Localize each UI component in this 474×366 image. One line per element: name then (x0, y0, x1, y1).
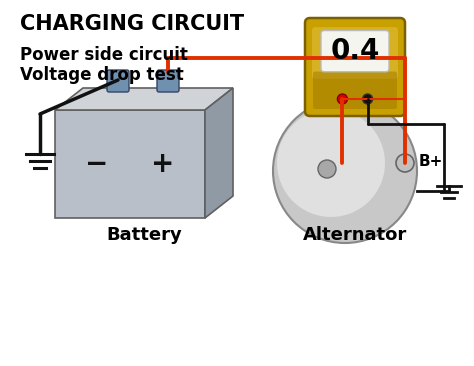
Text: 0.4: 0.4 (330, 37, 380, 65)
FancyBboxPatch shape (107, 70, 129, 92)
Text: Power side circuit: Power side circuit (20, 46, 188, 64)
FancyBboxPatch shape (157, 70, 179, 92)
Circle shape (318, 160, 336, 178)
Circle shape (277, 109, 385, 217)
Polygon shape (55, 110, 205, 218)
Polygon shape (205, 88, 233, 218)
Circle shape (363, 94, 373, 104)
Text: Alternator: Alternator (303, 226, 407, 244)
FancyBboxPatch shape (312, 27, 398, 79)
Text: Voltage drop test: Voltage drop test (20, 66, 184, 84)
Text: B+: B+ (419, 153, 443, 168)
Circle shape (273, 99, 417, 243)
FancyBboxPatch shape (321, 30, 389, 72)
Circle shape (396, 154, 414, 172)
Text: −: − (85, 150, 109, 178)
Circle shape (337, 94, 347, 104)
Text: Battery: Battery (106, 226, 182, 244)
Text: +: + (151, 150, 175, 178)
Polygon shape (55, 88, 233, 110)
FancyBboxPatch shape (305, 18, 405, 116)
FancyBboxPatch shape (313, 72, 397, 109)
Text: CHARGING CIRCUIT: CHARGING CIRCUIT (20, 14, 244, 34)
